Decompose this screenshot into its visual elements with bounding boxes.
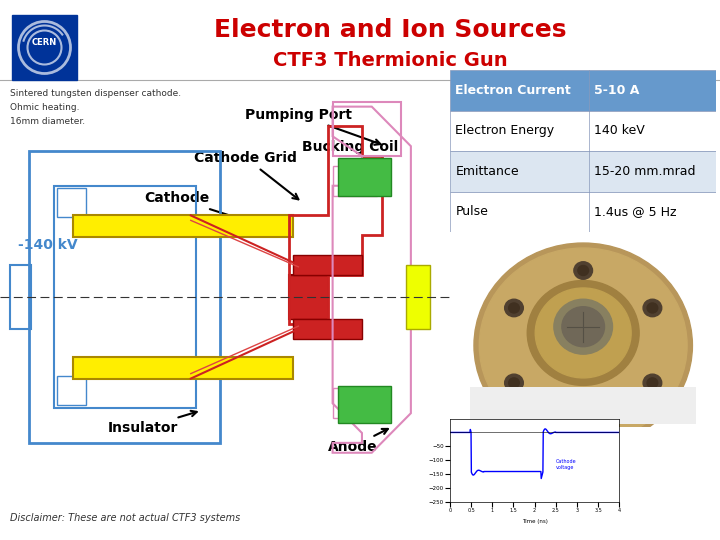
Circle shape [574,411,593,429]
FancyBboxPatch shape [450,192,716,232]
Text: Emittance: Emittance [455,165,519,178]
Text: Electron Energy: Electron Energy [455,124,554,138]
Circle shape [508,378,519,388]
FancyBboxPatch shape [450,70,716,111]
FancyBboxPatch shape [470,387,696,424]
Text: Insulator: Insulator [108,411,197,435]
Text: Bucking Coil: Bucking Coil [302,140,399,171]
FancyBboxPatch shape [294,319,362,339]
Circle shape [474,243,693,448]
Circle shape [643,374,662,392]
Text: Pumping Port: Pumping Port [245,108,380,145]
Circle shape [480,248,687,443]
Text: Electron and Ion Sources: Electron and Ion Sources [214,18,566,42]
FancyBboxPatch shape [73,215,294,237]
Text: CERN: CERN [32,38,57,47]
Circle shape [505,374,523,392]
X-axis label: Time (ns): Time (ns) [522,519,547,524]
Circle shape [562,307,605,347]
FancyBboxPatch shape [12,15,77,80]
FancyBboxPatch shape [406,265,431,329]
Text: CTF3 Thermionic Gun: CTF3 Thermionic Gun [273,51,508,70]
Text: Pulse: Pulse [455,205,488,219]
Text: Anode: Anode [328,429,388,454]
Text: Ohmic heating.: Ohmic heating. [10,103,79,111]
Text: -140 kV: -140 kV [18,238,78,252]
FancyBboxPatch shape [289,275,328,319]
FancyBboxPatch shape [289,275,328,319]
Circle shape [505,299,523,316]
Text: Cathode: Cathode [144,192,269,229]
Circle shape [527,280,639,386]
Circle shape [647,378,658,388]
Circle shape [535,288,631,378]
Circle shape [578,266,588,275]
Text: Disclaimer: These are not actual CTF3 systems: Disclaimer: These are not actual CTF3 sy… [10,513,240,523]
Circle shape [574,262,593,279]
Circle shape [578,415,588,426]
Text: 5-10 A: 5-10 A [594,84,639,97]
Text: 140 keV: 140 keV [594,124,644,138]
FancyBboxPatch shape [338,386,391,423]
Text: 16mm diameter.: 16mm diameter. [10,117,85,125]
FancyBboxPatch shape [294,255,362,275]
Text: Cathode Grid: Cathode Grid [194,151,298,199]
Text: 15-20 mm.mrad: 15-20 mm.mrad [594,165,696,178]
Text: Sintered tungsten dispenser cathode.: Sintered tungsten dispenser cathode. [10,89,181,98]
FancyBboxPatch shape [73,357,294,379]
FancyBboxPatch shape [450,151,716,192]
Circle shape [554,299,613,354]
Text: Cathode
voltage: Cathode voltage [556,459,577,470]
Circle shape [643,299,662,316]
Text: Electron Current: Electron Current [455,84,571,97]
Circle shape [508,303,519,313]
Text: 1.4us @ 5 Hz: 1.4us @ 5 Hz [594,205,676,219]
FancyBboxPatch shape [450,111,716,151]
FancyBboxPatch shape [338,158,391,195]
Circle shape [647,303,658,313]
